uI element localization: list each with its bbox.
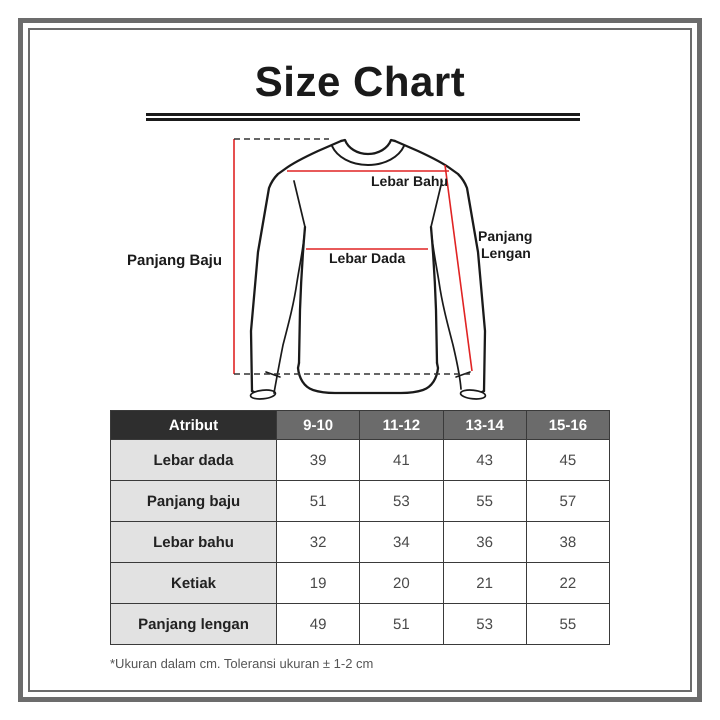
svg-text:Lengan: Lengan	[481, 245, 531, 261]
svg-text:Lebar Dada: Lebar Dada	[329, 250, 405, 266]
svg-text:Panjang Baju: Panjang Baju	[127, 252, 222, 269]
svg-text:Panjang: Panjang	[478, 228, 532, 244]
svg-text:Lebar Bahu: Lebar Bahu	[371, 173, 448, 189]
